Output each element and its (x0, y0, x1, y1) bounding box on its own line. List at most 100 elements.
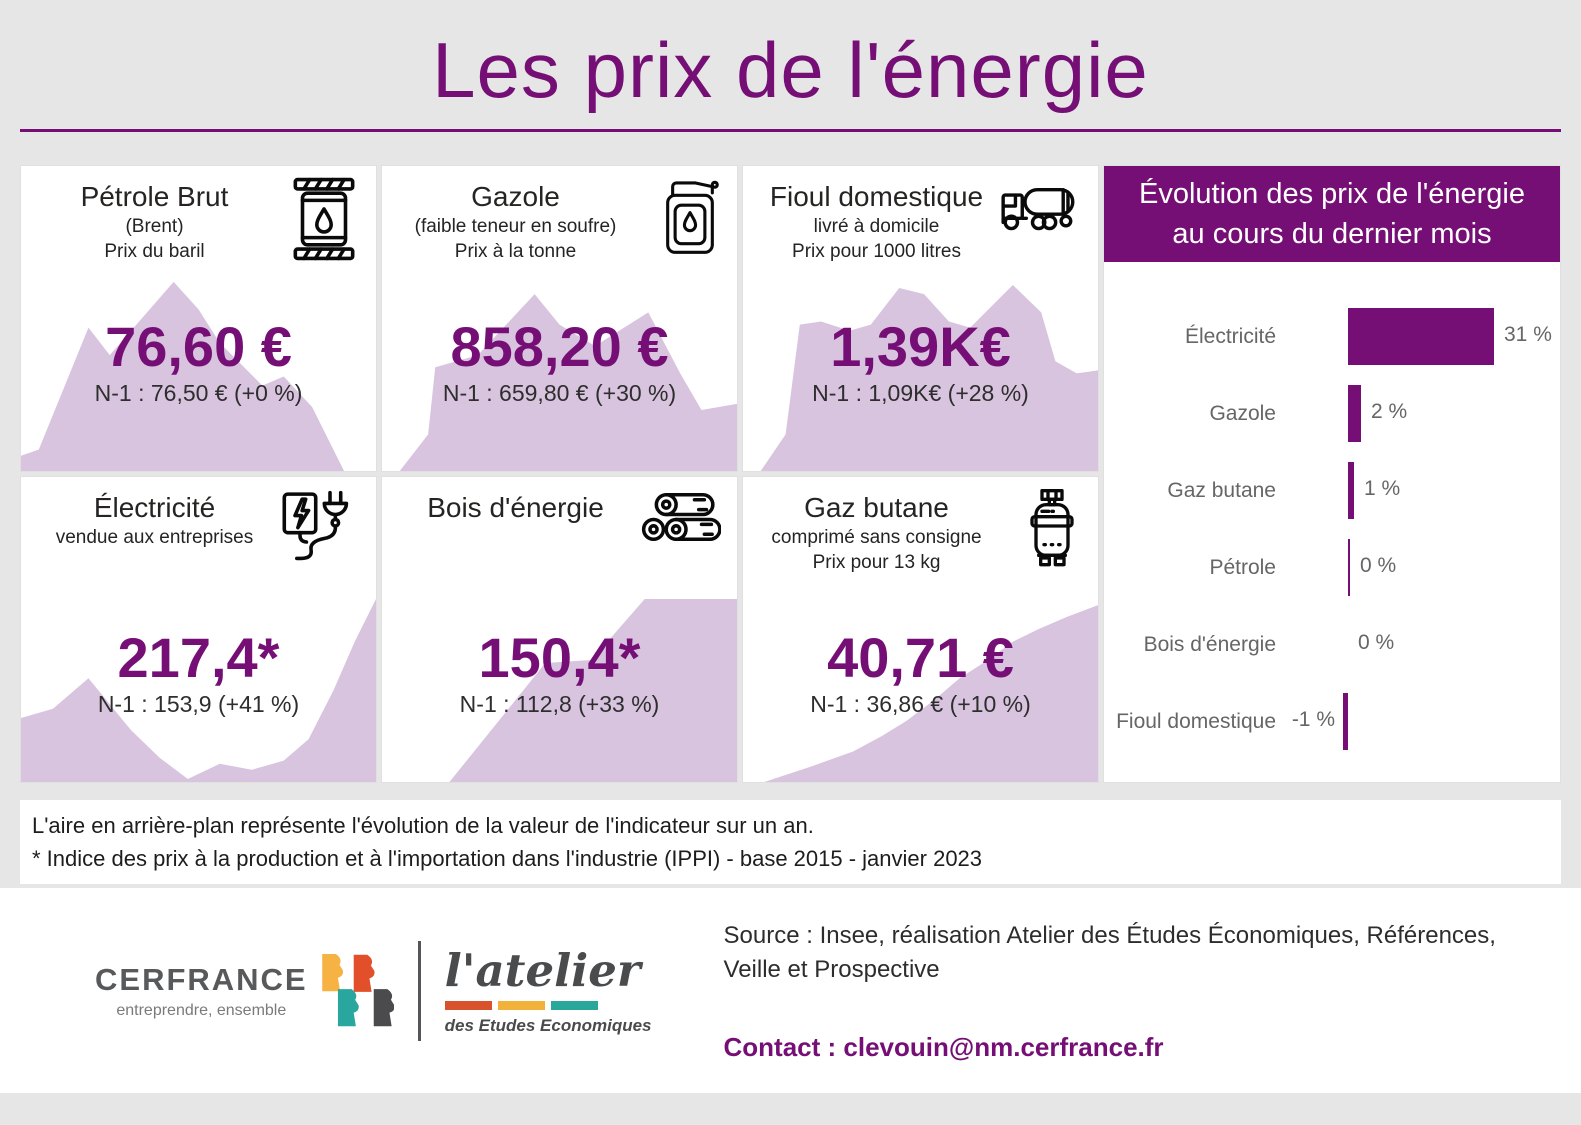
evolution-panel: Évolution des prix de l'énergie au cours… (1103, 165, 1561, 784)
atelier-bar (444, 1000, 492, 1010)
card-subtitle: (Brent) (125, 216, 184, 238)
cerfrance-wordmark: CERFRANCE (95, 961, 308, 997)
atelier-wordmark: l'atelier (444, 944, 641, 998)
evolution-bar[interactable] (1343, 693, 1348, 751)
card-header: Fioul domestique livré à domicile Prix po… (743, 166, 1010, 263)
cerfrance-logo: CERFRANCE entreprendre, ensemble (95, 962, 308, 1020)
value-label: 31 % (1504, 323, 1552, 347)
trend-area-chart (743, 285, 1098, 472)
evolution-row-5: Fioul domestique -1 % (1104, 683, 1560, 760)
category-label: Bois d'énergie (1143, 632, 1276, 656)
card-subtitle: vendue aux entreprises (55, 527, 254, 549)
cerfrance-tagline: entreprendre, ensemble (116, 1001, 287, 1019)
atelier-color-bars (444, 1000, 652, 1010)
footnote-line-2: * Indice des prix à la production et à l… (32, 846, 983, 872)
bar-area: 2 % (1276, 375, 1560, 452)
card-title: Fioul domestique (769, 181, 984, 213)
card-header: Gazole (faible teneur en soufre) Prix à l… (382, 166, 649, 263)
card-previous-value: N-1 : 36,86 € (+10 %) (810, 691, 1031, 718)
card-previous-value: N-1 : 659,80 € (+30 %) (442, 380, 677, 407)
logo-divider (417, 940, 421, 1041)
card-value-block: 76,60 € N-1 : 76,50 € (+0 %) (21, 314, 376, 407)
evolution-row-0: Électricité 31 % (1104, 298, 1560, 375)
atelier-subtitle: des Etudes Economiques (444, 1015, 652, 1035)
kpi-card-petrole-brut[interactable]: Pétrole Brut (Brent) Prix du baril 76,60 … (20, 165, 377, 473)
card-title: Gaz butane (804, 492, 949, 524)
kpi-cards: Évolution des prix de l'énergie au cours… (20, 165, 1561, 784)
card-header: Pétrole Brut (Brent) Prix du baril (21, 166, 288, 263)
value-label: 2 % (1371, 400, 1408, 424)
card-value-block: 1,39K€ N-1 : 1,09K€ (+28 %) (743, 314, 1098, 407)
atelier-logo: l'atelier des Etudes Economiques (444, 944, 652, 1036)
wood-logs-icon (639, 487, 721, 547)
value-label: -1 % (1291, 708, 1335, 732)
card-title: Électricité (93, 492, 216, 524)
jerrycan-icon (659, 176, 721, 258)
atelier-bar (497, 1000, 545, 1010)
contact-email-link[interactable]: Contact : clevouin@nm.cerfrance.fr (723, 1032, 1164, 1063)
card-subtitle: (faible teneur en soufre) (414, 216, 617, 238)
card-value: 150,4* (478, 626, 641, 690)
card-title: Bois d'énergie (427, 492, 604, 524)
evolution-row-2: Gaz butane 1 % (1104, 452, 1560, 529)
card-subtitle: Prix pour 13 kg (812, 552, 941, 574)
cerfrance-mark-icon (321, 954, 394, 1027)
evolution-panel-title: Évolution des prix de l'énergie au cours… (1104, 166, 1560, 263)
evolution-rows: Électricité 31 % Gazole 2 % Gaz butane 1… (1104, 262, 1560, 760)
card-subtitle: Prix pour 1000 litres (792, 241, 961, 263)
kpi-card-gaz-butane[interactable]: Gaz butane comprimé sans consigne Prix po… (742, 476, 1099, 784)
card-title: Gazole (471, 181, 560, 213)
category-label: Fioul domestique (1116, 709, 1276, 733)
evolution-row-3: Pétrole 0 % (1104, 529, 1560, 606)
evolution-bar[interactable] (1348, 385, 1361, 443)
gas-cylinder-icon (1022, 487, 1082, 571)
electric-plug-icon (280, 487, 360, 567)
bottom-strip (0, 1093, 1581, 1112)
logo-block: CERFRANCE entreprendre, ensemble l'ateli… (95, 940, 652, 1041)
card-value: 40,71 € (827, 626, 1014, 690)
card-header: Bois d'énergie (382, 477, 649, 524)
trend-area-chart (382, 294, 737, 472)
kpi-card-bois-energie[interactable]: Bois d'énergie 150,4* N-1 : 112,8 (+33 %… (381, 476, 738, 784)
card-header: Gaz butane comprimé sans consigne Prix po… (743, 477, 1010, 574)
card-previous-value: N-1 : 1,09K€ (+28 %) (812, 380, 1029, 407)
card-value-block: 858,20 € N-1 : 659,80 € (+30 %) (382, 314, 737, 407)
footnote-line-1: L'aire en arrière-plan représente l'évol… (32, 813, 814, 839)
evolution-bar[interactable] (1348, 462, 1354, 520)
atelier-bar (550, 1000, 598, 1010)
bar-area: 0 % (1276, 606, 1560, 683)
value-label: 0 % (1358, 631, 1395, 655)
evolution-bar[interactable] (1348, 539, 1350, 597)
value-label: 0 % (1360, 554, 1397, 578)
tanker-truck-icon (998, 176, 1082, 234)
card-previous-value: N-1 : 76,50 € (+0 %) (94, 380, 303, 407)
card-value: 858,20 € (450, 315, 669, 379)
bar-area: 1 % (1276, 452, 1560, 529)
kpi-card-electricite[interactable]: Électricité vendue aux entreprises 217,4… (20, 476, 377, 784)
value-label: 1 % (1364, 477, 1401, 501)
card-value: 1,39K€ (830, 315, 1011, 379)
card-value-block: 217,4* N-1 : 153,9 (+41 %) (21, 625, 376, 718)
evolution-row-1: Gazole 2 % (1104, 375, 1560, 452)
card-value: 217,4* (117, 626, 280, 690)
card-value-block: 150,4* N-1 : 112,8 (+33 %) (382, 625, 737, 718)
evolution-bar[interactable] (1348, 308, 1494, 366)
footnote-box: L'aire en arrière-plan représente l'évol… (20, 800, 1561, 885)
bar-area: 0 % (1276, 529, 1560, 606)
title-divider (20, 129, 1561, 133)
card-title: Pétrole Brut (80, 181, 229, 213)
card-subtitle: Prix à la tonne (454, 241, 577, 263)
card-value: 76,60 € (105, 315, 292, 379)
kpi-card-fioul-domestique[interactable]: Fioul domestique livré à domicile Prix po… (742, 165, 1099, 473)
card-subtitle: Prix du baril (104, 241, 205, 263)
trend-area-chart (743, 605, 1098, 783)
card-value-block: 40,71 € N-1 : 36,86 € (+10 %) (743, 625, 1098, 718)
category-label: Électricité (1184, 324, 1276, 348)
page-title: Les prix de l'énergie (432, 26, 1149, 114)
kpi-card-gazole[interactable]: Gazole (faible teneur en soufre) Prix à l… (381, 165, 738, 473)
source-block: Source : Insee, réalisation Atelier des … (724, 919, 1534, 1064)
evolution-row-4: Bois d'énergie 0 % (1104, 606, 1560, 683)
trend-area-chart (21, 599, 376, 783)
card-subtitle: livré à domicile (813, 216, 940, 238)
